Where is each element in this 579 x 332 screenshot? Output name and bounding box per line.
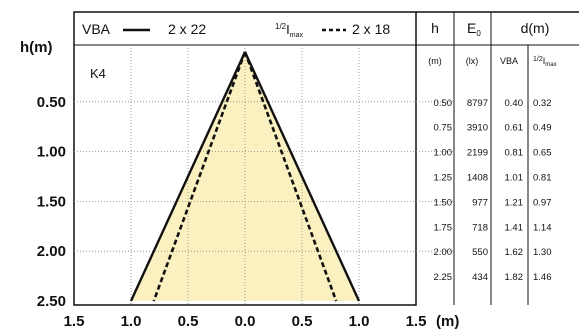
half-imax-series-line	[243, 51, 338, 302]
data-table: h E0 d(m) (m) (lx) VBA 1/2Imax 0.50 8797…	[416, 11, 579, 305]
table-row: 2.00 550 1.62 1.30	[434, 247, 552, 258]
table-header-h: h	[431, 20, 439, 36]
table-row: 1.25 1408 1.01 0.81	[434, 173, 552, 184]
x-tick-label: 1.5	[64, 313, 85, 330]
table-cell-h: 1.00	[434, 148, 453, 159]
table-unit-half: 1/2Imax	[533, 56, 557, 68]
legend-vba-value: 2 x 22	[168, 21, 206, 37]
table-cell-vba: 0.81	[505, 148, 524, 159]
table-cell-e0: 3910	[467, 123, 488, 134]
table-cell-e0: 718	[472, 222, 488, 233]
table-cell-h: 1.25	[434, 173, 453, 184]
table-row: 0.50 8797 0.40 0.32	[434, 98, 552, 109]
table-cell-e0: 8797	[467, 98, 488, 109]
table-cell-h: 0.75	[434, 123, 453, 134]
light-cone-fill	[131, 52, 359, 301]
y-axis-label: h(m)	[20, 39, 53, 56]
table-unit-h: (m)	[428, 56, 442, 66]
table-cell-half: 0.32	[533, 98, 552, 109]
table-cell-vba: 1.82	[505, 272, 524, 283]
x-tick-label: 0.0	[235, 313, 256, 330]
y-tick-label: 1.00	[37, 144, 66, 161]
y-tick-label: 0.50	[37, 94, 66, 111]
table-header-e0: E0	[467, 20, 481, 38]
table-cell-h: 2.00	[434, 247, 453, 258]
table-row: 1.50 977 1.21 0.97	[434, 197, 552, 208]
table-cell-vba: 0.40	[505, 98, 524, 109]
table-cell-e0: 550	[472, 247, 488, 258]
table-cell-half: 1.30	[533, 247, 552, 258]
table-row: 1.75 718 1.41 1.14	[434, 222, 552, 233]
table-cell-h: 1.75	[434, 222, 453, 233]
model-label: K4	[90, 66, 106, 81]
y-tick-labels: 0.50 1.00 1.50 2.00 2.50	[37, 94, 66, 310]
table-cell-h: 2.25	[434, 272, 453, 283]
table-cell-half: 0.97	[533, 197, 552, 208]
table-cell-half: 0.65	[533, 148, 552, 159]
table-cell-vba: 0.61	[505, 123, 524, 134]
table-row: 2.25 434 1.82 1.46	[434, 272, 552, 283]
legend-half-value: 2 x 18	[352, 21, 390, 37]
table-cell-h: 1.50	[434, 197, 453, 208]
table-cell-half: 1.46	[533, 272, 552, 283]
x-tick-label: 1.5	[406, 313, 427, 330]
table-cell-half: 0.49	[533, 123, 552, 134]
x-tick-label: 0.5	[292, 313, 313, 330]
y-tick-label: 1.50	[37, 193, 66, 210]
table-cell-half: 1.14	[533, 222, 552, 233]
x-tick-label: 1.0	[349, 313, 370, 330]
x-tick-labels: 1.5 1.0 0.5 0.0 0.5 1.0 1.5	[64, 313, 427, 330]
table-cell-vba: 1.41	[505, 222, 524, 233]
table-unit-vba: VBA	[500, 56, 518, 66]
legend-vba-label: VBA	[82, 21, 111, 37]
x-tick-label: 0.5	[178, 313, 199, 330]
table-header-d: d(m)	[521, 20, 550, 36]
series-lines	[129, 51, 361, 302]
vba-series-line	[129, 51, 247, 302]
y-tick-label: 2.50	[37, 293, 66, 310]
table-unit-e0: (lx)	[466, 56, 479, 66]
table-cell-e0: 977	[472, 197, 488, 208]
table-row: 0.75 3910 0.61 0.49	[434, 123, 552, 134]
vba-series-line	[243, 51, 361, 302]
table-row: 1.00 2199 0.81 0.65	[434, 148, 552, 159]
table-cell-vba: 1.62	[505, 247, 524, 258]
table-cell-e0: 1408	[467, 173, 488, 184]
table-rows: 0.50 8797 0.40 0.32 0.75 3910 0.61 0.49 …	[434, 98, 552, 283]
x-axis-unit: (m)	[436, 313, 459, 330]
table-cell-h: 0.50	[434, 98, 453, 109]
table-cell-vba: 1.21	[505, 197, 524, 208]
table-cell-vba: 1.01	[505, 173, 524, 184]
half-imax-series-line	[152, 51, 247, 302]
y-tick-label: 2.00	[37, 243, 66, 260]
table-cell-e0: 434	[472, 272, 488, 283]
x-tick-label: 1.0	[121, 313, 142, 330]
legend-half-label: 1/2Imax	[275, 22, 303, 39]
table-cell-e0: 2199	[467, 148, 488, 159]
table-cell-half: 0.81	[533, 173, 552, 184]
